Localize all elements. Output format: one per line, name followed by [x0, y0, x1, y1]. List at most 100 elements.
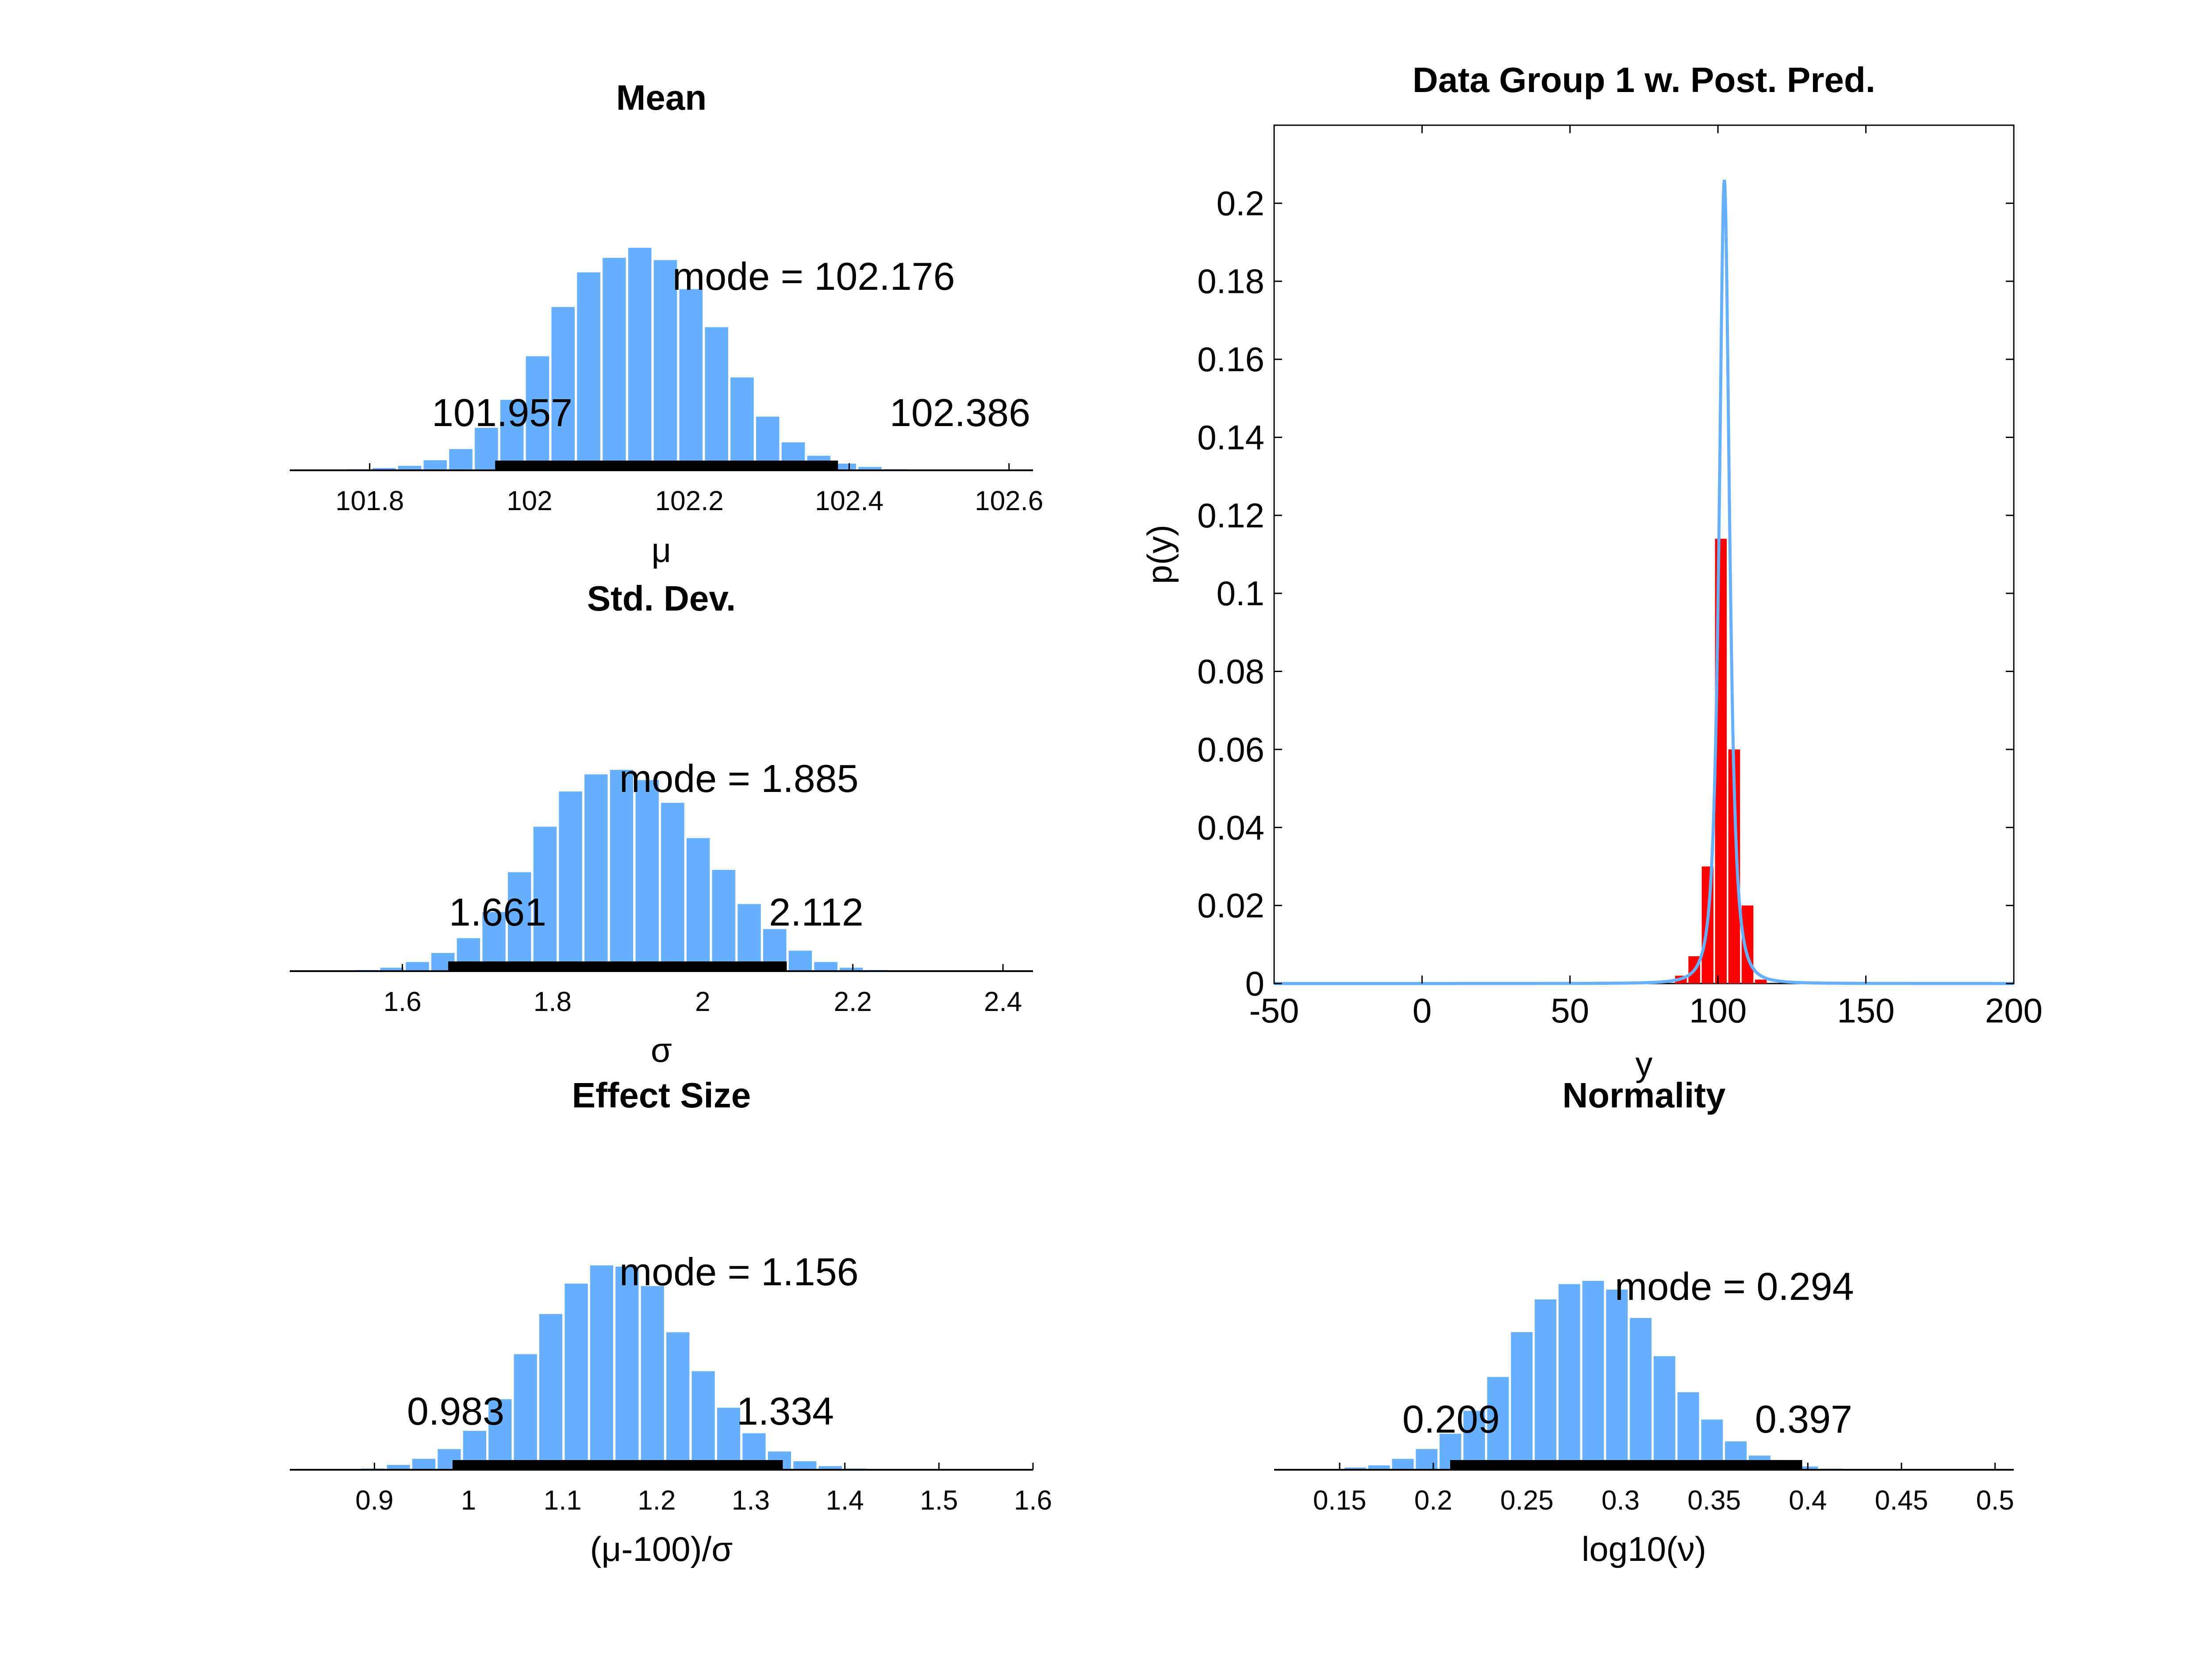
- ppc-y-tick-label: 0.04: [1197, 808, 1264, 847]
- effect-bar: [615, 1266, 639, 1470]
- effect-bar: [387, 1465, 410, 1470]
- normality-bar: [1511, 1332, 1533, 1470]
- sd-x-tick-label: 1.8: [534, 987, 572, 1017]
- mean-bar: [475, 427, 498, 470]
- ppc-x-tick-label: 50: [1551, 991, 1589, 1030]
- normality-bar: [1630, 1318, 1652, 1470]
- sd-x-label: σ: [651, 1030, 672, 1069]
- effect-x-tick-label: 1.4: [826, 1485, 864, 1516]
- normality-bar: [1368, 1465, 1390, 1470]
- sd-x-tick-label: 1.6: [383, 987, 421, 1017]
- sd-x-tick-label: 2.2: [834, 987, 872, 1017]
- normality-bar: [1392, 1459, 1414, 1470]
- sd-bar: [814, 962, 837, 971]
- sd-bar: [661, 803, 684, 971]
- mean-x-tick-label: 102: [507, 486, 552, 516]
- ppc-y-tick-label: 0.2: [1217, 184, 1264, 223]
- normality-bar: [1535, 1299, 1557, 1470]
- normality-bar: [1344, 1468, 1366, 1470]
- mean-bar: [679, 289, 703, 470]
- effect-bar: [514, 1354, 537, 1470]
- normality-bar: [1653, 1356, 1675, 1470]
- normality-x-tick-label: 0.15: [1313, 1485, 1367, 1516]
- sd-bar: [686, 838, 710, 971]
- effect-hdi-high-label: 1.334: [737, 1389, 834, 1433]
- mean-bar: [449, 449, 472, 470]
- mean-x-label: μ: [652, 530, 672, 569]
- effect-x-tick-label: 1.5: [920, 1485, 958, 1516]
- normality-bar: [1487, 1377, 1509, 1470]
- ppc-y-tick-label: 0.08: [1197, 652, 1264, 691]
- mean-mode-label: mode = 102.176: [672, 254, 955, 298]
- mean-bar: [628, 248, 652, 470]
- mean-hdi-bar: [495, 461, 838, 469]
- effect-x-tick-label: 1.3: [732, 1485, 770, 1516]
- sd-bar: [635, 780, 659, 971]
- ppc-y-label: p(y): [1140, 525, 1179, 584]
- mean-bar: [730, 377, 754, 470]
- effect-bar: [565, 1283, 588, 1470]
- sd-x-tick-label: 2: [695, 987, 710, 1017]
- normality-x-label: log10(ν): [1582, 1529, 1706, 1568]
- sd-hdi-low-label: 1.661: [449, 890, 546, 934]
- sd-bar: [610, 770, 634, 971]
- mean-bar: [500, 400, 524, 470]
- mean-x-tick-label: 102.6: [975, 486, 1043, 516]
- normality-x-tick-label: 0.2: [1414, 1485, 1452, 1516]
- mean-bar: [398, 465, 422, 470]
- sd-bar: [380, 968, 404, 971]
- mean-bar: [705, 327, 728, 470]
- sd-mode-label: mode = 1.885: [619, 757, 859, 800]
- normality-bar: [1606, 1289, 1628, 1470]
- ppc-y-tick-label: 0.02: [1197, 886, 1264, 925]
- ppc-x-label: y: [1636, 1045, 1653, 1084]
- ppc-y-tick-label: 0: [1245, 964, 1264, 1003]
- mean-title: Mean: [616, 78, 707, 117]
- sd-hdi-high-label: 2.112: [769, 890, 864, 934]
- sd-bar: [482, 912, 506, 971]
- ppc-y-tick-label: 0.12: [1197, 496, 1264, 535]
- mean-bar: [423, 460, 447, 470]
- normality-bar: [1582, 1281, 1604, 1470]
- normality-title: Normality: [1563, 1076, 1726, 1115]
- sd-bar: [788, 950, 812, 971]
- ppc-predictive-curve: [1274, 180, 2014, 985]
- normality-bar: [1416, 1449, 1438, 1470]
- effect-bar: [412, 1459, 436, 1470]
- effect-bar: [590, 1265, 614, 1470]
- effect-x-tick-label: 1: [461, 1485, 476, 1516]
- normality-hdi-high-label: 0.397: [1755, 1397, 1852, 1441]
- mean-hdi-high-label: 102.386: [890, 391, 1030, 434]
- normality-x-tick-label: 0.4: [1789, 1485, 1827, 1516]
- mean-x-tick-label: 101.8: [335, 486, 404, 516]
- normality-bar: [1558, 1284, 1580, 1470]
- sd-bar: [737, 904, 761, 971]
- ppc-y-tick-label: 0.14: [1197, 418, 1264, 457]
- ppc-data-bar: [1755, 980, 1767, 984]
- effect-bar: [691, 1371, 715, 1470]
- sd-x-tick-label: 2.4: [984, 987, 1022, 1017]
- effect-mode-label: mode = 1.156: [619, 1250, 859, 1294]
- effect-x-tick-label: 1.6: [1014, 1485, 1052, 1516]
- effect-bar: [488, 1399, 512, 1470]
- ppc-plot-frame: [1273, 124, 2015, 984]
- sd-bar: [508, 872, 531, 971]
- effect-bar: [717, 1407, 741, 1470]
- mean-bar: [603, 257, 626, 470]
- effect-x-tick-label: 1.2: [637, 1485, 676, 1516]
- ppc-x-tick-label: 0: [1413, 991, 1432, 1030]
- mean-bar: [526, 356, 549, 470]
- mean-bar: [858, 467, 882, 470]
- normality-hdi-low-label: 0.209: [1402, 1397, 1500, 1441]
- mean-x-tick-label: 102.4: [815, 486, 883, 516]
- effect-bar: [793, 1461, 817, 1470]
- effect-x-tick-label: 0.9: [355, 1485, 393, 1516]
- sd-title: Std. Dev.: [587, 579, 736, 618]
- normality-x-tick-label: 0.35: [1687, 1485, 1741, 1516]
- normality-x-tick-label: 0.3: [1601, 1485, 1640, 1516]
- mean-hdi-low-label: 101.957: [432, 391, 572, 434]
- effect-x-label: (μ-100)/σ: [590, 1529, 733, 1568]
- sd-bar: [712, 870, 736, 971]
- sd-bar: [840, 968, 863, 971]
